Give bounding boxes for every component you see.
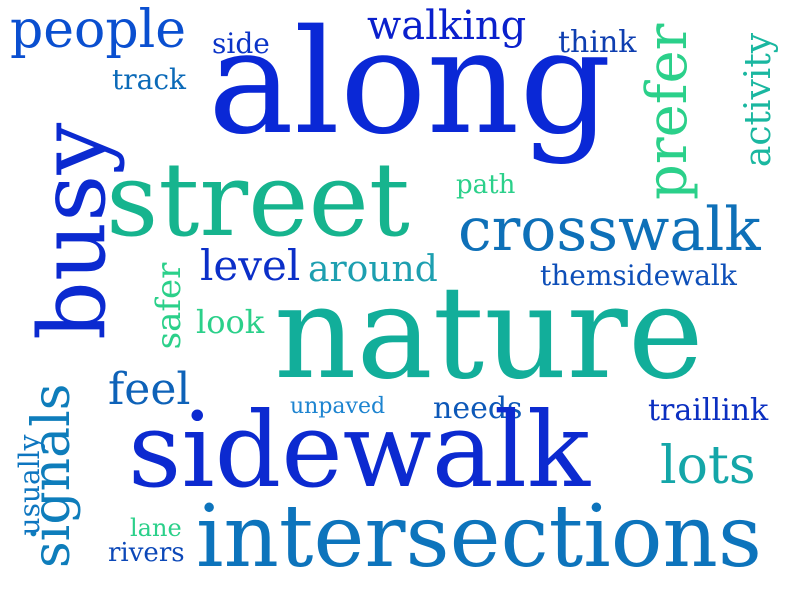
word-needs: needs <box>433 391 523 426</box>
word-sidewalk: sidewalk <box>128 389 591 511</box>
word-feel: feel <box>108 364 191 415</box>
word-nature: nature <box>274 259 704 408</box>
word-level: level <box>200 241 301 290</box>
word-crosswalk: crosswalk <box>458 195 761 265</box>
word-side: side <box>212 27 270 60</box>
word-busy: busy <box>19 122 126 340</box>
word-street: street <box>106 141 410 260</box>
word-lots: lots <box>660 436 756 496</box>
word-path: path <box>456 170 516 200</box>
word-traillink: traillink <box>648 393 769 428</box>
word-along: along <box>208 0 612 166</box>
word-look: look <box>196 303 265 341</box>
word-walking: walking <box>367 3 527 49</box>
word-track: track <box>112 63 186 96</box>
word-people: people <box>10 0 187 60</box>
word-around: around <box>308 249 438 290</box>
word-lane: lane <box>130 514 182 542</box>
word-unpaved: unpaved <box>290 394 386 419</box>
word-activity: activity <box>738 32 779 168</box>
word-rivers: rivers <box>108 538 185 568</box>
word-intersections: intersections <box>196 487 763 587</box>
word-themsidewalk: themsidewalk <box>540 259 737 292</box>
word-usually: usually <box>13 434 46 536</box>
word-safer: safer <box>149 262 189 350</box>
word-prefer: prefer <box>635 23 700 200</box>
word-think: think <box>558 25 637 60</box>
